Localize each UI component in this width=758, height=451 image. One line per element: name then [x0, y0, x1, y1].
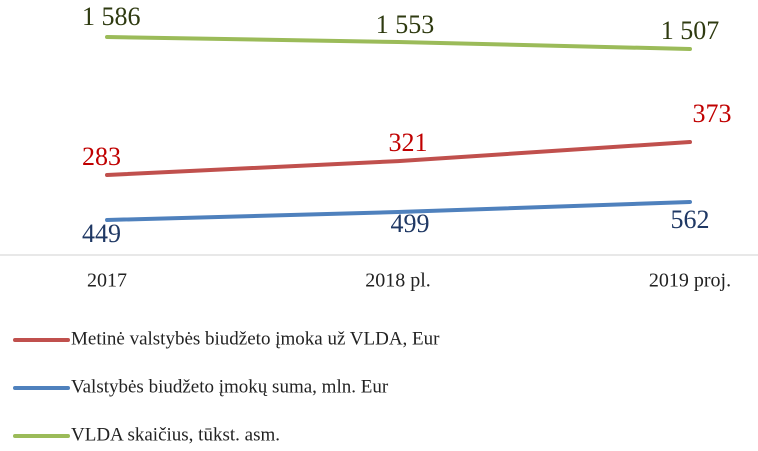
data-label: 1 507: [661, 16, 720, 45]
data-label: 562: [671, 205, 710, 234]
series-line: [105, 140, 692, 177]
series-line: [105, 200, 692, 222]
data-label: 321: [389, 128, 428, 157]
data-label: 373: [693, 99, 732, 128]
x-tick-label: 2017: [87, 270, 127, 292]
data-label: 499: [391, 209, 430, 238]
data-label: 283: [82, 142, 121, 171]
data-label: 1 586: [82, 2, 141, 31]
legend-label: Metinė valstybės biudžeto įmoka už VLDA,…: [71, 328, 440, 349]
legend-label: Valstybės biudžeto įmokų suma, mln. Eur: [71, 376, 389, 397]
legend-label: VLDA skaičius, tūkst. asm.: [71, 424, 280, 445]
series-line: [105, 35, 692, 51]
x-tick-label: 2019 proj.: [649, 270, 731, 292]
data-label: 449: [82, 219, 121, 248]
x-tick-label: 2018 pl.: [365, 270, 431, 292]
data-label: 1 553: [376, 10, 435, 39]
